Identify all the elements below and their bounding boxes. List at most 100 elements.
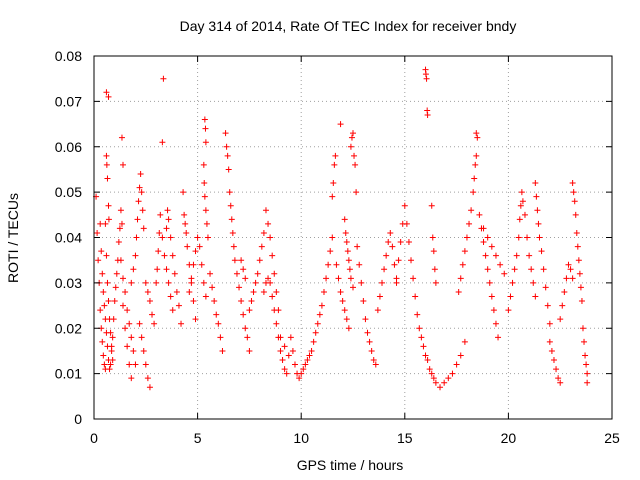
- data-point: [118, 220, 125, 227]
- data-point: [188, 275, 195, 282]
- data-point: [572, 211, 579, 218]
- data-point: [353, 189, 360, 196]
- data-point: [117, 207, 124, 214]
- data-point: [215, 320, 222, 327]
- x-tick-label: 0: [90, 430, 98, 446]
- data-point: [95, 257, 102, 264]
- data-point: [360, 298, 367, 305]
- data-point: [492, 320, 499, 327]
- y-tick-label: 0.01: [55, 366, 82, 382]
- data-point: [457, 275, 464, 282]
- data-point: [265, 220, 272, 227]
- data-point: [289, 347, 296, 354]
- data-point: [345, 325, 352, 332]
- data-point: [518, 189, 525, 196]
- data-point: [356, 261, 363, 268]
- data-point: [474, 134, 481, 141]
- data-point: [111, 298, 118, 305]
- data-point: [320, 288, 327, 295]
- data-point: [578, 298, 585, 305]
- data-point: [528, 266, 535, 273]
- data-point: [298, 370, 305, 377]
- data-point: [544, 302, 551, 309]
- data-point: [310, 338, 317, 345]
- data-point: [576, 270, 583, 277]
- data-point: [329, 234, 336, 241]
- x-tick-label: 15: [397, 430, 413, 446]
- data-point: [238, 298, 245, 305]
- data-point: [273, 320, 280, 327]
- data-point: [428, 370, 435, 377]
- data-point: [563, 275, 570, 282]
- data-point: [358, 279, 365, 286]
- data-point: [331, 161, 338, 168]
- data-point: [302, 361, 309, 368]
- data-point: [230, 243, 237, 250]
- data-point: [254, 270, 261, 277]
- data-point: [521, 211, 528, 218]
- data-point: [227, 202, 234, 209]
- data-point: [213, 311, 220, 318]
- data-point: [281, 343, 288, 350]
- data-point: [532, 293, 539, 300]
- data-point: [584, 370, 591, 377]
- data-point: [154, 266, 161, 273]
- data-point: [202, 139, 209, 146]
- data-point: [557, 316, 564, 323]
- data-point: [202, 207, 209, 214]
- data-point: [424, 111, 431, 118]
- data-point: [142, 361, 149, 368]
- data-point: [372, 361, 379, 368]
- y-tick-label: 0.05: [55, 184, 82, 200]
- data-point: [130, 266, 137, 273]
- data-point: [567, 266, 574, 273]
- data-point: [362, 316, 369, 323]
- data-point: [99, 270, 106, 277]
- data-point: [256, 257, 263, 264]
- data-point: [515, 234, 522, 241]
- data-point: [100, 288, 107, 295]
- data-point: [573, 229, 580, 236]
- data-point: [342, 229, 349, 236]
- data-point: [160, 75, 167, 82]
- data-point: [200, 279, 207, 286]
- data-point: [403, 220, 410, 227]
- data-point: [132, 252, 139, 259]
- data-point: [226, 189, 233, 196]
- data-point: [151, 320, 158, 327]
- data-point: [190, 298, 197, 305]
- data-point: [397, 239, 404, 246]
- data-point: [348, 134, 355, 141]
- data-point: [104, 175, 111, 182]
- data-point: [201, 116, 208, 123]
- data-point: [192, 248, 199, 255]
- data-point: [105, 93, 112, 100]
- data-point: [194, 234, 201, 241]
- data-point: [242, 325, 249, 332]
- data-point: [553, 366, 560, 373]
- data-point: [428, 202, 435, 209]
- data-point: [335, 275, 342, 282]
- data-point: [250, 288, 257, 295]
- data-point: [156, 229, 163, 236]
- data-point: [240, 311, 247, 318]
- data-point: [103, 152, 110, 159]
- data-point: [401, 202, 408, 209]
- y-tick-label: 0.08: [55, 48, 82, 64]
- data-point: [109, 334, 116, 341]
- data-point: [453, 361, 460, 368]
- data-point: [405, 239, 412, 246]
- data-point: [204, 234, 211, 241]
- x-axis-label: GPS time / hours: [297, 457, 404, 473]
- data-point: [343, 239, 350, 246]
- data-point: [423, 75, 430, 82]
- data-point: [97, 307, 104, 314]
- data-point: [347, 143, 354, 150]
- data-point: [429, 234, 436, 241]
- data-point: [159, 139, 166, 146]
- data-point: [441, 379, 448, 386]
- data-point: [103, 252, 110, 259]
- data-point: [128, 375, 135, 382]
- data-point: [102, 220, 109, 227]
